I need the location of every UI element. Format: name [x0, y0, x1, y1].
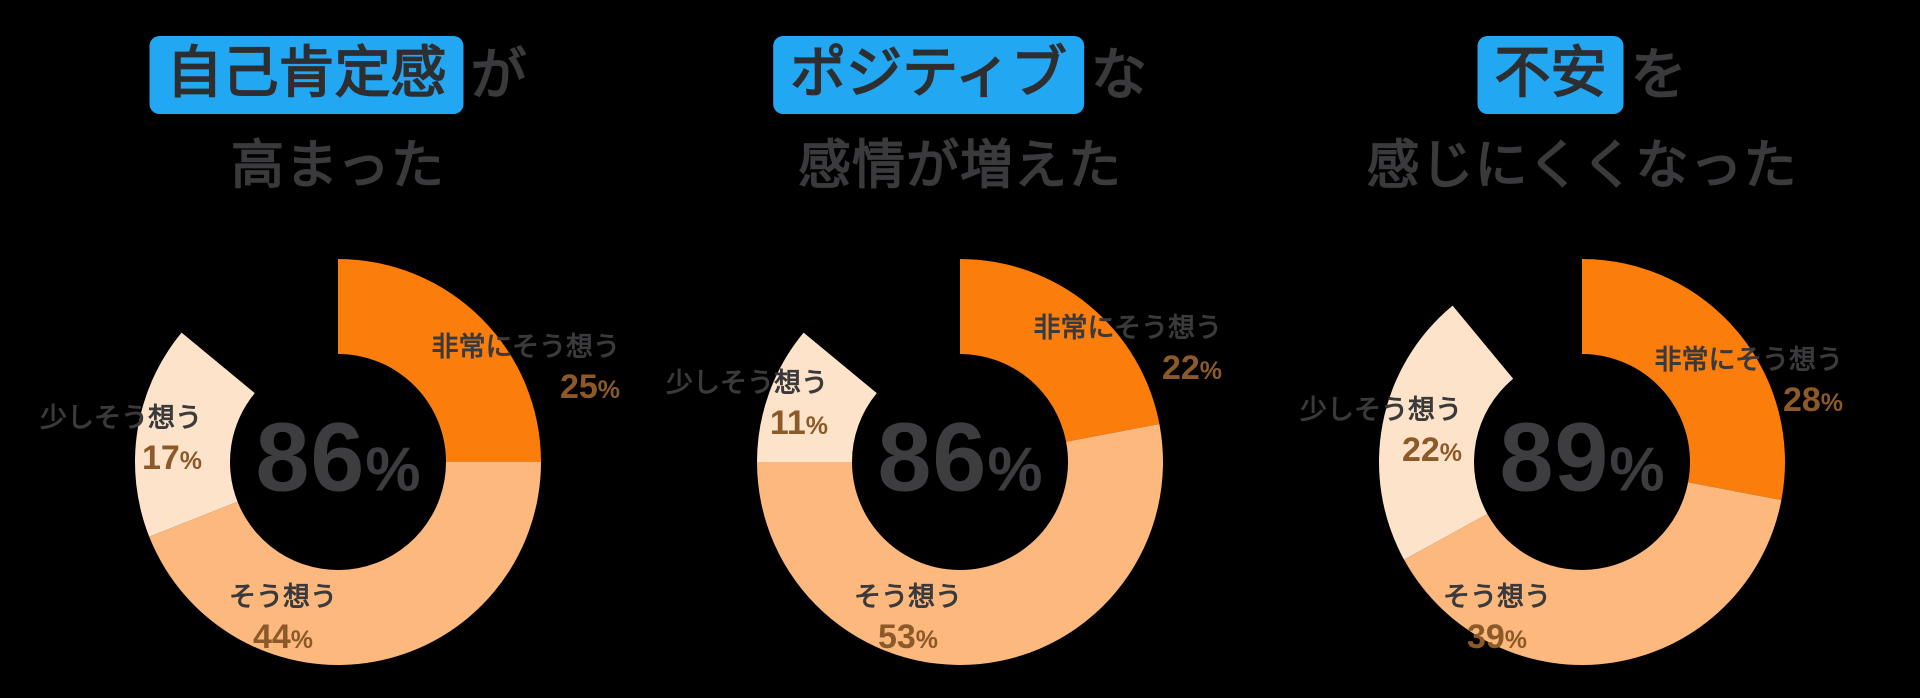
percent-sign: % [1199, 356, 1222, 385]
segment-value: 28 [1782, 380, 1821, 419]
donut-center-total: 89% [1499, 402, 1664, 514]
donut-segment [1582, 259, 1785, 501]
percent-sign: % [179, 446, 202, 475]
chart-title: 不安 を 感じにくくなった [1367, 36, 1798, 199]
segment-value: 11 [769, 403, 806, 442]
donut-center-total: 86% [255, 402, 420, 514]
chart-title-line1: 自己肯定感 が [149, 36, 527, 114]
donut-segment [757, 332, 877, 462]
title-highlight-badge: 自己肯定感 [149, 36, 464, 114]
percent-sign: % [597, 375, 620, 404]
center-total-value: 86 [877, 402, 988, 512]
percent-sign: % [805, 411, 828, 440]
donut-segment [1404, 482, 1782, 665]
segment-value: 39 [1466, 617, 1505, 656]
segment-value: 25 [559, 367, 598, 406]
chart-title-line2: 高まった [231, 136, 445, 195]
donut-segment [960, 259, 1160, 442]
title-highlight-badge: 不安 [1477, 36, 1624, 114]
segment-label-agree: そう想う 39% [1443, 582, 1551, 656]
segment-value: 53 [877, 617, 916, 656]
chart-title-line1: ポジティブ な [773, 36, 1147, 114]
percent-sign: % [290, 625, 314, 654]
segment-value: 44 [252, 617, 291, 656]
center-total-percent-sign: % [987, 435, 1043, 505]
segment-label-strongly-agree: 非常にそう想う 22% [1033, 313, 1222, 387]
percent-sign: % [1820, 388, 1843, 417]
center-total-value: 86 [255, 402, 366, 512]
donut-segment [1378, 305, 1514, 560]
percent-sign: % [915, 625, 939, 654]
title-suffix: な [1090, 43, 1147, 106]
segment-label-strongly-agree: 非常にそう想う 25% [431, 332, 620, 406]
donut-center-total: 86% [877, 402, 1042, 514]
chart-title: 自己肯定感 が 高まった [149, 36, 527, 199]
segment-value: 22 [1401, 430, 1440, 469]
center-total-value: 89 [1499, 402, 1610, 512]
chart-title-line2: 感じにくくなった [1366, 136, 1798, 195]
donut-segment [135, 332, 255, 537]
chart-title-line2: 感情が増えた [797, 136, 1122, 195]
donut-segment [338, 259, 541, 462]
title-suffix: が [470, 43, 527, 106]
segment-label-slightly-agree: 少しそう想う 22% [1300, 395, 1462, 469]
center-total-percent-sign: % [1609, 435, 1665, 505]
chart-title: ポジティブ な 感情が増えた [773, 36, 1147, 199]
title-highlight-badge: ポジティブ [773, 36, 1084, 114]
segment-value: 22 [1161, 348, 1200, 387]
segment-label-strongly-agree: 非常にそう想う 28% [1654, 345, 1843, 419]
segment-label-slightly-agree: 少しそう想う 11% [666, 368, 828, 442]
center-total-percent-sign: % [365, 435, 421, 505]
donut-segment [756, 423, 1163, 666]
chart-title-line1: 不安 を [1367, 36, 1798, 114]
percent-sign: % [1504, 625, 1528, 654]
segment-label-slightly-agree: 少しそう想う 17% [40, 403, 202, 477]
percent-sign: % [1439, 438, 1462, 467]
title-suffix: を [1630, 43, 1687, 106]
segment-value: 17 [141, 438, 180, 477]
segment-label-agree: そう想う 44% [229, 582, 337, 656]
segment-label-agree: そう想う 53% [854, 582, 962, 656]
donut-segment [149, 462, 541, 665]
